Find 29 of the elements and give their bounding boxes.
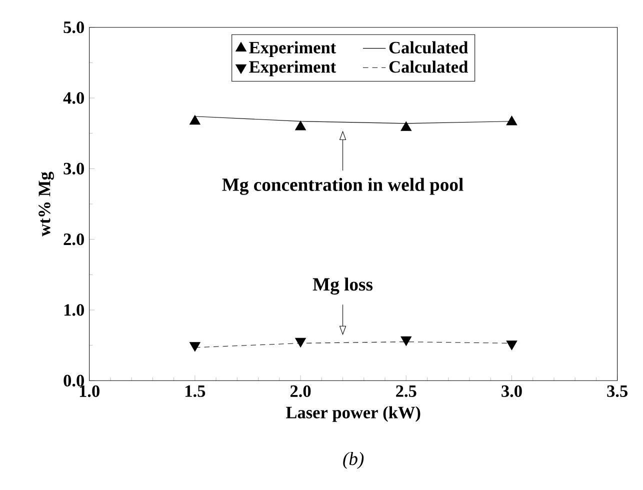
x-tick-label: 2.5 [396,385,416,398]
point [189,342,200,352]
point [295,338,306,348]
text: (b) [343,452,364,469]
y-tick-label: 3.0 [64,162,84,175]
annotation: Mg loss [312,278,373,295]
legend-label: Experiment [249,41,336,57]
x-tick-label: 2.0 [290,385,311,398]
y-tick-label: 2.0 [64,233,84,246]
y-axis-title: wt% Mg [38,172,54,236]
x-tick-label: 1.5 [186,385,206,398]
y-tick-label: 5.0 [64,21,84,34]
point [506,116,518,126]
point [295,120,306,130]
x-tick-label: 3.0 [502,385,522,398]
legend-label: Calculated [389,41,468,54]
annotation: Mg concentration in weld pool [222,178,464,195]
legend-label: Experiment [249,60,336,76]
x-tick-label: 3.5 [607,385,628,398]
y-tick-label: 4.0 [63,92,84,104]
point [400,121,412,131]
point [506,340,518,350]
y-tick-label: 1.0 [64,304,84,316]
point [189,115,200,125]
x-axis-title: Laser power (kW) [286,406,420,422]
x-tick-label: 1.0 [80,385,100,398]
point [400,336,412,346]
y-tick-label: 0.0 [64,374,84,387]
legend-label: Calculated [389,60,468,73]
